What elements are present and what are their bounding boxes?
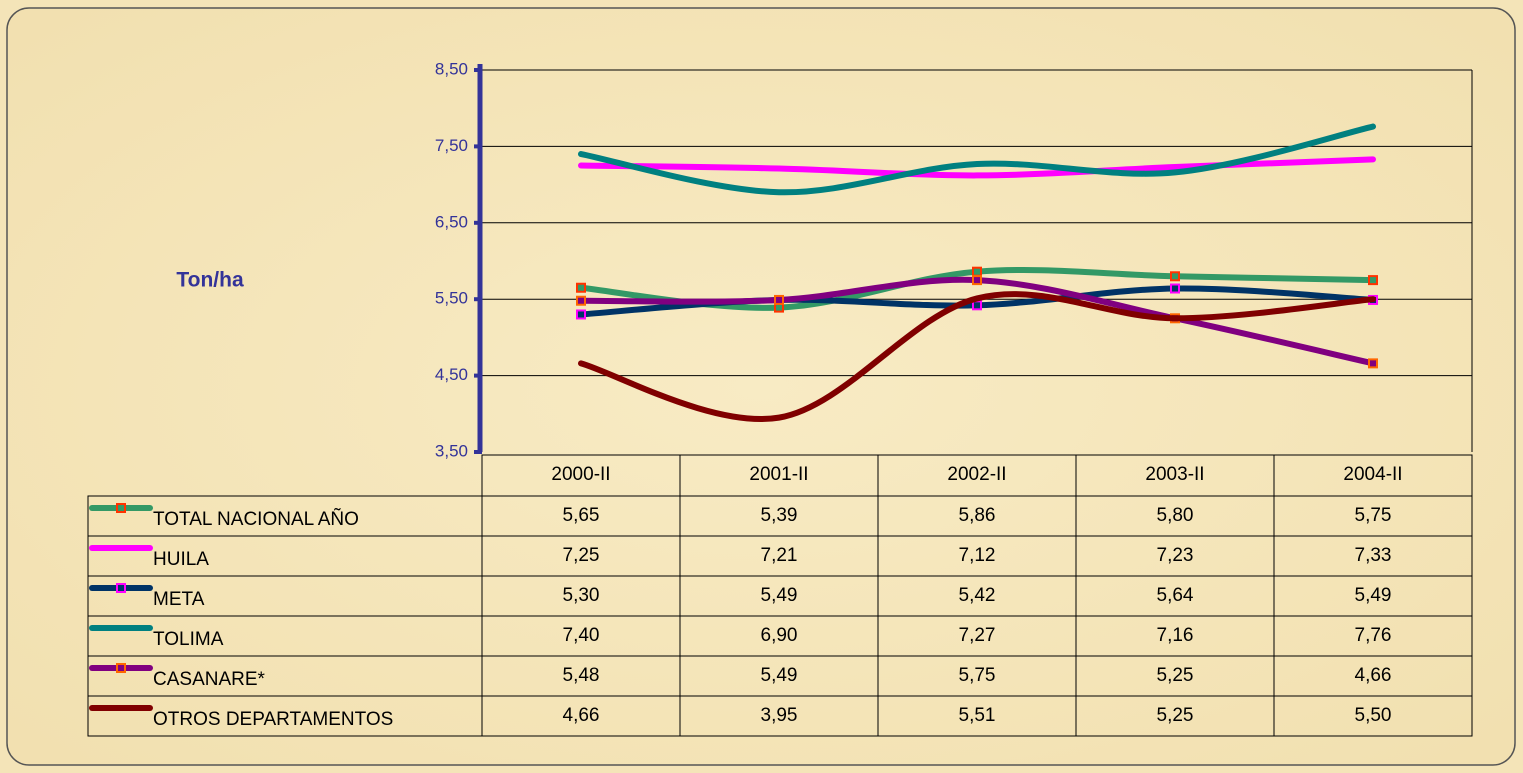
table-value: 5,64	[1157, 585, 1194, 606]
table-value: 5,48	[563, 665, 600, 686]
point-marker	[1368, 358, 1378, 369]
point-marker	[972, 300, 982, 311]
table-value: 5,65	[563, 505, 600, 526]
table-value: 5,30	[563, 585, 600, 606]
x-tick-label: 2003-II	[1145, 464, 1204, 485]
x-tick-label: 2000-II	[551, 464, 610, 485]
point-marker	[1368, 275, 1378, 286]
legend-label: META	[153, 589, 205, 610]
point-marker	[576, 309, 586, 320]
table-value: 4,66	[563, 705, 600, 726]
table-value: 7,12	[959, 545, 996, 566]
legend-label: OTROS DEPARTAMENTOS	[153, 709, 393, 730]
table-value: 5,25	[1157, 665, 1194, 686]
table-value: 6,90	[761, 625, 798, 646]
x-tick-label: 2001-II	[749, 464, 808, 485]
table-value: 7,21	[761, 545, 798, 566]
legend-label: TOLIMA	[153, 629, 224, 650]
series-line	[578, 123, 1376, 196]
table-value: 5,50	[1355, 705, 1392, 726]
table-value: 7,33	[1355, 545, 1392, 566]
legend-marker	[116, 503, 126, 513]
table-value: 5,39	[761, 505, 798, 526]
y-tick-label: 4,50	[435, 365, 468, 384]
table-value: 3,95	[761, 705, 798, 726]
point-marker	[774, 294, 784, 305]
point-marker	[972, 266, 982, 277]
table-value: 5,49	[1355, 585, 1392, 606]
y-tick-label: 7,50	[435, 136, 468, 155]
point-marker	[1170, 271, 1180, 282]
legend-label: CASANARE*	[153, 669, 266, 690]
series-line	[578, 156, 1376, 179]
frame	[6, 7, 1516, 766]
table-value: 5,49	[761, 665, 798, 686]
x-tick-label: 2004-II	[1343, 464, 1402, 485]
legend-label: HUILA	[153, 549, 209, 570]
point-marker	[576, 282, 586, 293]
series-line	[578, 291, 1376, 422]
point-marker	[972, 275, 982, 286]
point-marker	[576, 295, 586, 306]
table-value: 5,42	[959, 585, 996, 606]
table-value: 7,76	[1355, 625, 1392, 646]
table-value: 7,16	[1157, 625, 1194, 646]
table-value: 5,75	[959, 665, 996, 686]
table-value: 4,66	[1355, 665, 1392, 686]
table-value: 5,75	[1355, 505, 1392, 526]
y-tick-label: 6,50	[435, 212, 468, 231]
x-tick-label: 2002-II	[947, 464, 1006, 485]
point-marker	[1170, 283, 1180, 294]
y-axis-label: Ton/ha	[176, 269, 244, 292]
table-value: 5,80	[1157, 505, 1194, 526]
table-value: 7,40	[563, 625, 600, 646]
y-tick-label: 8,50	[435, 59, 468, 78]
legend-marker	[116, 663, 126, 673]
table-value: 5,25	[1157, 705, 1194, 726]
table-value: 5,49	[761, 585, 798, 606]
table-value: 7,23	[1157, 545, 1194, 566]
legend-marker	[116, 583, 126, 593]
y-tick-label: 3,50	[435, 441, 468, 460]
table-value: 7,27	[959, 625, 996, 646]
legend-label: TOTAL NACIONAL AÑO	[153, 508, 359, 530]
table-value: 7,25	[563, 545, 600, 566]
y-tick-label: 5,50	[435, 289, 468, 308]
table-value: 5,86	[959, 505, 996, 526]
table-value: 5,51	[959, 705, 996, 726]
